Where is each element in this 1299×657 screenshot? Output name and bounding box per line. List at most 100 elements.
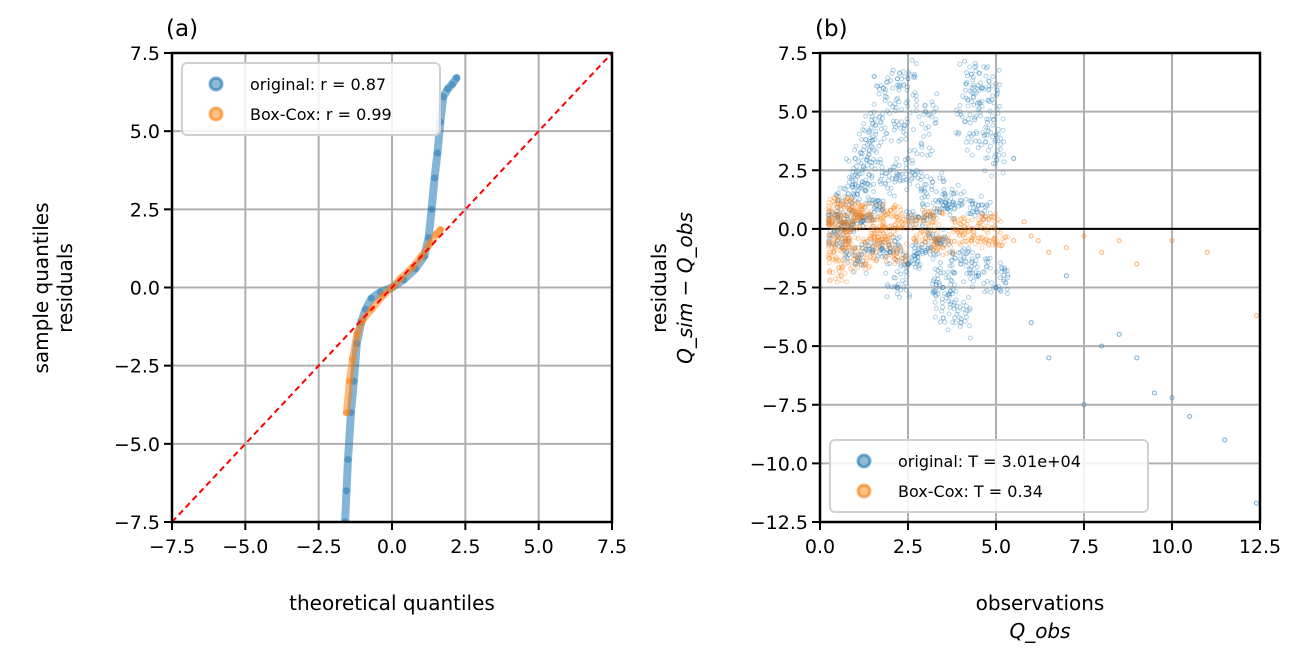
data-point-density	[991, 238, 997, 244]
data-point-density	[922, 214, 928, 220]
data-point-density	[910, 225, 916, 231]
data-point-density	[913, 221, 919, 227]
data-point-density	[980, 214, 986, 220]
data-point-density	[976, 138, 982, 144]
data-point-density	[922, 239, 928, 245]
data-point-density	[848, 222, 854, 228]
data-point-density	[881, 239, 887, 245]
data-point-density	[950, 250, 956, 256]
data-point-density	[985, 259, 991, 265]
data-point-density	[891, 205, 897, 211]
data-point-density	[929, 219, 935, 225]
data-point-density	[826, 218, 832, 224]
data-point-density	[977, 110, 983, 116]
x-tick-label: 2.5	[450, 536, 480, 558]
data-point-density	[882, 180, 888, 186]
data-point-density	[936, 236, 942, 242]
data-point-density	[953, 297, 959, 303]
data-point-density	[855, 245, 861, 251]
data-point-density	[876, 86, 882, 92]
data-point-density	[904, 209, 910, 215]
data-point-density	[887, 232, 893, 238]
data-point-density	[979, 103, 985, 109]
data-point-density	[941, 187, 947, 193]
data-point-density	[905, 103, 911, 109]
data-point-density	[885, 242, 891, 248]
data-point-density	[853, 200, 859, 206]
data-point-density	[970, 249, 976, 255]
data-point-density	[844, 196, 850, 202]
data-point-density	[983, 155, 989, 161]
data-point	[344, 455, 352, 463]
data-point-density	[900, 255, 906, 261]
data-point-density	[897, 243, 903, 249]
data-point-density	[1001, 276, 1007, 282]
data-point-density	[857, 210, 863, 216]
data-point-density	[864, 180, 870, 186]
data-point-density	[952, 256, 958, 262]
data-point-density	[838, 260, 844, 266]
data-point-density	[843, 202, 849, 208]
data-point-density	[827, 277, 833, 283]
data-point-density	[942, 234, 948, 240]
data-point-density	[865, 243, 871, 249]
data-point-density	[930, 289, 936, 295]
data-point-density	[956, 232, 962, 238]
data-point-density	[903, 252, 909, 258]
data-point-density	[826, 203, 832, 209]
data-point-density	[879, 236, 885, 242]
data-point-density	[899, 256, 905, 262]
data-point-density	[890, 225, 896, 231]
data-point-density	[967, 130, 973, 136]
data-point-density	[937, 319, 943, 325]
data-point	[979, 85, 985, 91]
data-point-density	[939, 205, 945, 211]
data-point-density	[843, 235, 849, 241]
data-point-density	[827, 249, 833, 255]
data-point-density	[826, 268, 832, 274]
data-point-density	[964, 308, 970, 314]
data-point-density	[872, 199, 878, 205]
data-point-density	[897, 70, 903, 76]
data-point-density	[852, 218, 858, 224]
data-point-density	[894, 283, 900, 289]
data-point-density	[878, 126, 884, 132]
data-point-density	[957, 242, 963, 248]
data-point-density	[932, 120, 938, 126]
data-point-density	[952, 219, 958, 225]
data-point-density	[875, 242, 881, 248]
data-point-density	[967, 210, 973, 216]
data-point-density	[944, 206, 950, 212]
y-tick-label: −5.0	[114, 434, 160, 456]
data-point-density	[896, 294, 902, 300]
data-point-density	[933, 293, 939, 299]
data-point-density	[826, 250, 832, 256]
data-point-density	[903, 136, 909, 142]
data-point-density	[954, 303, 960, 309]
data-point-density	[948, 243, 954, 249]
data-point-density	[965, 135, 971, 141]
data-point-density	[913, 167, 919, 173]
data-point-density	[995, 110, 1001, 116]
data-point-density	[978, 210, 984, 216]
data-point-density	[999, 242, 1005, 248]
data-point-density	[896, 217, 902, 223]
data-point-density	[963, 263, 969, 269]
data-point-density	[871, 156, 877, 162]
data-point	[986, 216, 992, 222]
data-point-density	[890, 234, 896, 240]
data-point-density	[858, 154, 864, 160]
data-point-density	[894, 214, 900, 220]
data-point-density	[1003, 280, 1009, 286]
data-point-density	[946, 198, 952, 204]
data-point-density	[840, 201, 846, 207]
data-point-density	[880, 215, 886, 221]
data-point-density	[957, 201, 963, 207]
data-point-density	[849, 210, 855, 216]
data-point-density	[848, 250, 854, 256]
data-point-density	[1005, 275, 1011, 281]
data-point-density	[969, 256, 975, 262]
data-point-density	[839, 266, 845, 272]
data-point-density	[842, 238, 848, 244]
data-point	[852, 261, 858, 267]
